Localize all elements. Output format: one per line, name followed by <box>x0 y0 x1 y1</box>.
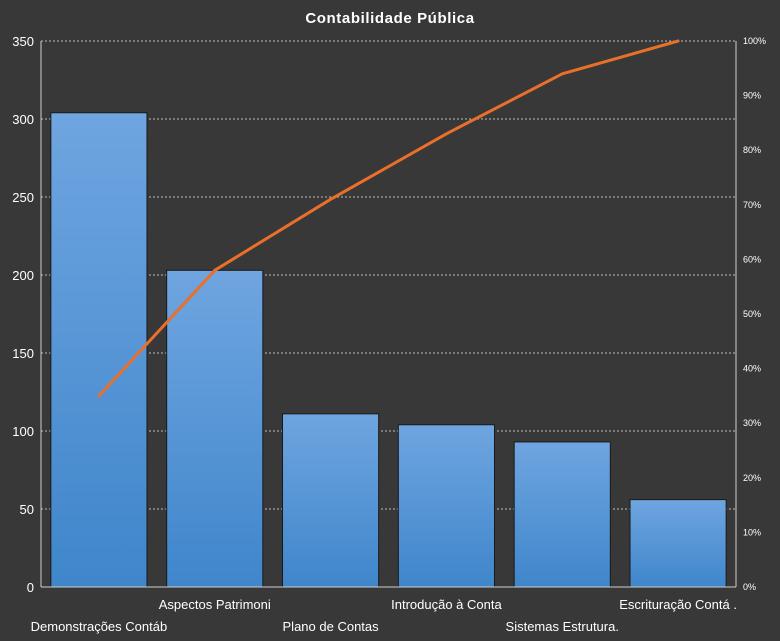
category-label: Aspectos Patrimoni <box>159 597 271 612</box>
bar <box>397 424 495 588</box>
right-tick-label: 20% <box>743 473 761 483</box>
category-label: Introdução à Conta <box>391 597 502 612</box>
right-tick-label: 60% <box>743 254 761 264</box>
right-tick-label: 50% <box>743 309 761 319</box>
category-label: Plano de Contas <box>283 619 380 634</box>
right-tick-label: 70% <box>743 200 761 210</box>
bar <box>166 269 264 588</box>
right-tick-label: 0% <box>743 582 756 592</box>
right-tick-label: 80% <box>743 145 761 155</box>
left-tick-label: 350 <box>12 34 34 49</box>
right-tick-label: 90% <box>743 91 761 101</box>
bars <box>50 112 727 588</box>
category-label: Demonstrações Contáb <box>31 619 168 634</box>
category-labels: Demonstrações Contáb Aspectos Patrimoni Pl… <box>31 597 737 634</box>
right-axis-ticks: 0% 10% 20% 30% 40% 50% 60% 70% 80% 90% 100% <box>743 36 766 592</box>
right-tick-label: 40% <box>743 364 761 374</box>
cumulative-line <box>97 39 680 398</box>
bar <box>629 499 727 588</box>
right-tick-label: 100% <box>743 36 766 46</box>
left-tick-label: 100 <box>12 424 34 439</box>
left-tick-label: 50 <box>20 502 34 517</box>
bar <box>50 112 148 588</box>
right-tick-label: 30% <box>743 418 761 428</box>
cumulative-line-layer <box>97 39 680 398</box>
axes <box>40 41 737 588</box>
chart-title: Contabilidade Pública <box>305 10 474 27</box>
right-tick-label: 10% <box>743 527 761 537</box>
left-tick-label: 250 <box>12 190 34 205</box>
category-label: Escrituração Contá . <box>619 597 737 612</box>
left-tick-label: 300 <box>12 112 34 127</box>
left-tick-label: 0 <box>27 580 34 595</box>
bar <box>282 413 380 588</box>
left-tick-label: 200 <box>12 268 34 283</box>
bar <box>513 441 611 588</box>
left-tick-label: 150 <box>12 346 34 361</box>
category-label: Sistemas Estrutura. <box>506 619 619 634</box>
left-axis-ticks: 0 50 100 150 200 250 300 350 <box>12 34 34 595</box>
